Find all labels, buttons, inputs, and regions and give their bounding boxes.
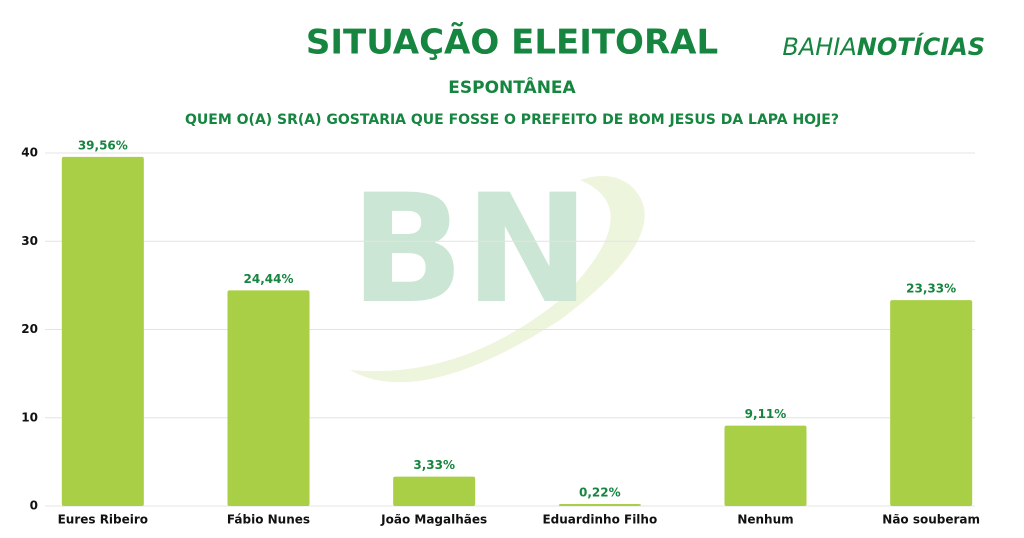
- x-tick-label: Fábio Nunes: [227, 513, 310, 527]
- value-label: 24,44%: [244, 272, 294, 286]
- y-tick-label: 20: [21, 322, 38, 336]
- brand-part: NOTÍCIAS: [857, 32, 985, 61]
- x-tick-label: Não souberam: [882, 513, 980, 527]
- chart-subtitle: ESPONTÂNEA: [448, 76, 576, 98]
- chart-title: SITUAÇÃO ELEITORAL: [306, 22, 718, 63]
- brand-logo: BAHIANOTÍCIAS: [782, 32, 985, 61]
- value-label: 23,33%: [906, 282, 956, 296]
- y-tick-label: 10: [21, 410, 38, 424]
- bar: [890, 300, 973, 506]
- y-tick-label: 40: [21, 146, 38, 160]
- value-label: 39,56%: [78, 138, 128, 152]
- value-label: 3,33%: [413, 458, 455, 472]
- watermark: BN: [350, 163, 645, 383]
- bar: [61, 156, 144, 506]
- chart-question: QUEM O(A) SR(A) GOSTARIA QUE FOSSE O PRE…: [185, 112, 839, 128]
- y-tick-label: 30: [21, 234, 38, 248]
- value-label: 0,22%: [579, 486, 621, 500]
- bar: [393, 476, 476, 506]
- watermark-swoosh: [350, 176, 645, 383]
- bar: [227, 290, 310, 506]
- value-label: 9,11%: [745, 407, 787, 421]
- bar: [558, 504, 641, 506]
- y-tick-label: 0: [30, 499, 38, 513]
- brand-part: BAHIA: [782, 33, 856, 61]
- x-tick-label: Eduardinho Filho: [542, 513, 657, 527]
- x-tick-label: Nenhum: [737, 513, 793, 527]
- watermark-text: BN: [350, 163, 590, 337]
- x-tick-label: João Magalhães: [380, 513, 487, 527]
- x-tick-label: Eures Ribeiro: [58, 513, 148, 527]
- bar: [724, 425, 807, 506]
